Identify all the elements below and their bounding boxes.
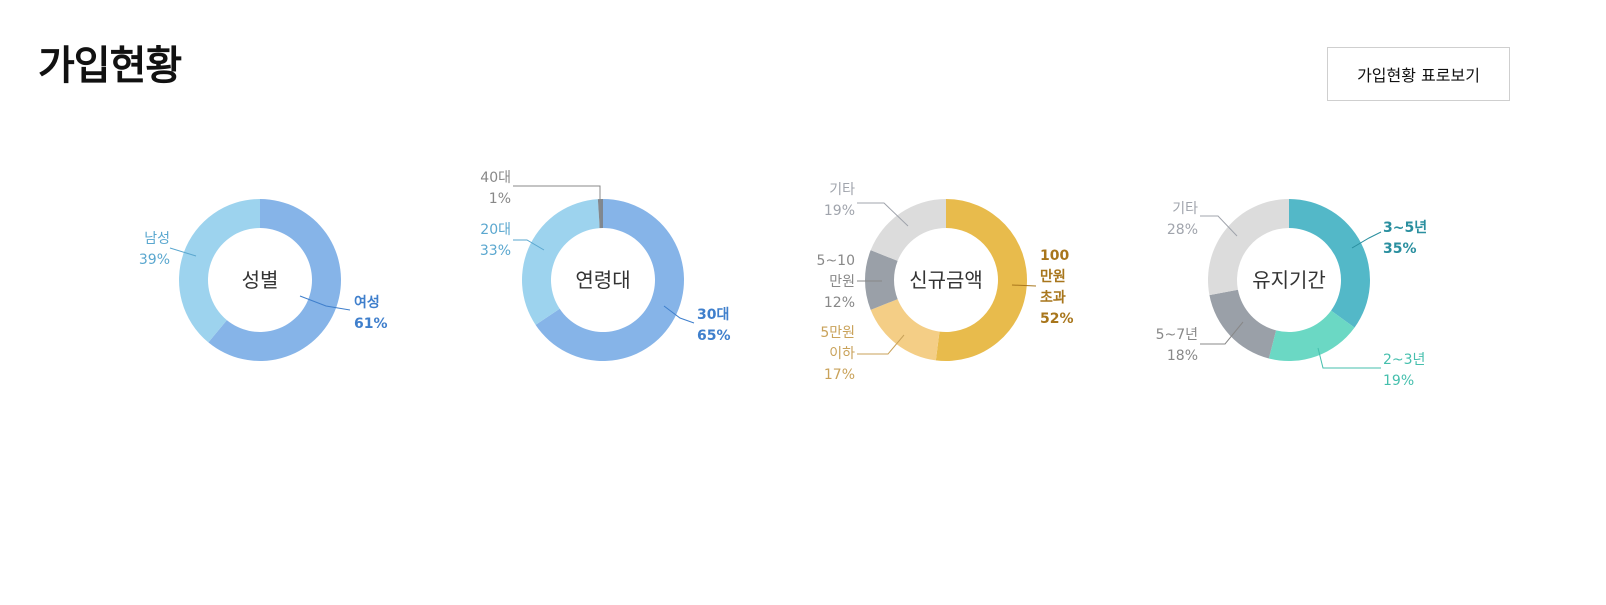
donut-center-label: 성별 [242, 268, 279, 292]
slice-value-label: 12% [824, 295, 855, 311]
slice-category-label: 기타 [829, 182, 855, 198]
slice-category-label: 여성 [354, 294, 380, 311]
slice-value-label: 39% [139, 252, 170, 268]
slice-category-label: 만원 [1040, 269, 1066, 285]
donut-slice [179, 199, 260, 343]
slice-value-label: 33% [480, 243, 511, 259]
slice-category-label: 3~5년 [1383, 220, 1427, 236]
leader-line [299, 295, 351, 311]
leader-line [1200, 215, 1238, 237]
slice-value-label: 35% [1383, 241, 1417, 257]
slice-category-label: 30대 [697, 307, 729, 323]
leader-line [857, 334, 905, 355]
slice-value-label: 19% [1383, 373, 1414, 389]
donut-slice [535, 199, 684, 362]
donut-slice [1289, 199, 1370, 328]
page-title: 가입현황 [38, 43, 182, 89]
slice-value-label: 1% [489, 191, 511, 207]
slice-category-label: 5만원 [820, 325, 855, 341]
slice-category-label: 20대 [480, 222, 511, 238]
slice-category-label: 기타 [1172, 201, 1198, 217]
donut-slice [1209, 289, 1277, 359]
donut-slice [522, 199, 600, 325]
slice-category-label: 5~7년 [1156, 327, 1198, 343]
slice-value-label: 18% [1167, 348, 1198, 364]
slice-value-label: 52% [1040, 311, 1074, 327]
slice-value-label: 61% [354, 316, 388, 332]
slice-category-label: 초과 [1040, 290, 1066, 306]
slice-value-label: 19% [824, 203, 855, 219]
donut-center-label: 유지기간 [1252, 268, 1326, 292]
slice-category-label: 이하 [829, 346, 855, 362]
donut-slice [935, 199, 1027, 361]
view-as-table-button[interactable]: 가입현황 표로보기 [1327, 47, 1510, 101]
slice-value-label: 28% [1167, 222, 1198, 238]
leader-line [169, 247, 197, 257]
donut-chart-4: 유지기간 3~5년 35% 2~3년 19% 5~7년 18% 기타 28% [1156, 199, 1427, 389]
leader-line [857, 202, 909, 227]
donut-center-label: 연령대 [575, 268, 630, 292]
donut-slice [870, 299, 940, 361]
leader-line [1200, 321, 1244, 345]
leader-line [513, 185, 601, 228]
slice-category-label: 만원 [829, 274, 855, 290]
donut-slice [870, 199, 946, 261]
slice-value-label: 17% [824, 367, 855, 383]
leader-line [513, 239, 545, 251]
slice-value-label: 65% [697, 328, 731, 344]
slice-category-label: 2~3년 [1383, 352, 1425, 368]
leader-line [1011, 284, 1037, 287]
donut-center-label: 신규금액 [909, 268, 983, 292]
donut-slice [208, 199, 342, 361]
donut-slice [1207, 199, 1289, 296]
slice-category-label: 40대 [480, 170, 511, 186]
leader-line [1317, 347, 1381, 369]
leader-line [663, 305, 695, 324]
slice-category-label: 100 [1040, 248, 1069, 264]
donut-slice [865, 250, 898, 310]
slice-category-label: 5~10 [817, 253, 855, 269]
donut-slice [1268, 310, 1355, 361]
leader-line [1351, 231, 1382, 249]
donut-chart-2: 연령대 30대 65% 20대 33% 40대 1% [480, 170, 731, 362]
slice-category-label: 남성 [144, 231, 170, 247]
